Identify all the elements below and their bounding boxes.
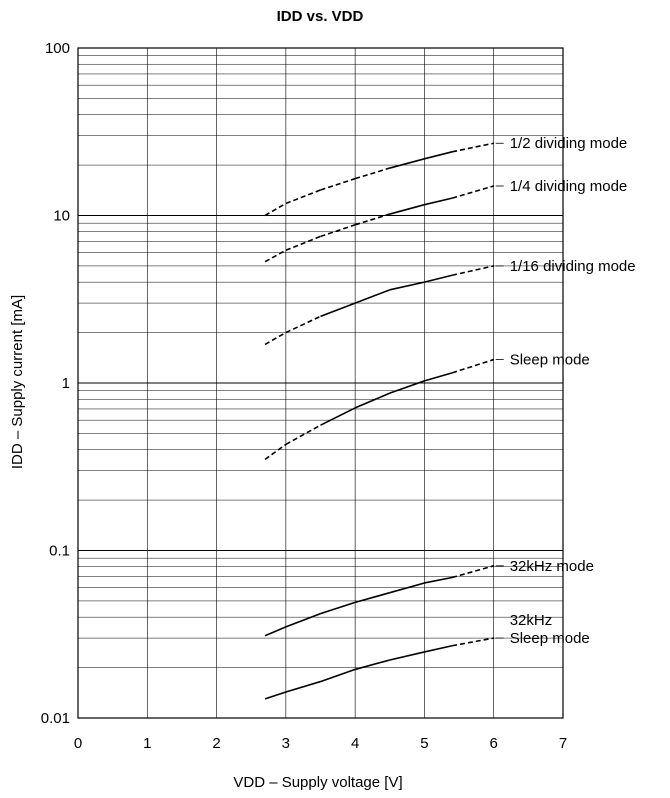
y-tick-label: 100 — [45, 40, 70, 57]
series-segment — [389, 158, 425, 169]
plot-frame — [77, 47, 564, 719]
series-segment — [424, 644, 453, 653]
series-segment — [320, 668, 356, 683]
series-segment — [285, 315, 321, 334]
series-segment — [389, 380, 425, 394]
series-label: 32kHz — [510, 612, 553, 629]
series-segment — [389, 203, 425, 215]
series-segment — [285, 424, 321, 446]
y-tick-label: 0.1 — [49, 543, 70, 560]
series-segment — [354, 213, 391, 226]
x-axis-ticks: 0 1 2 3 4 5 6 7 — [74, 735, 567, 752]
series-segment — [389, 281, 425, 291]
series-segment — [285, 680, 321, 693]
series-label: Sleep mode — [510, 352, 590, 369]
x-tick-label: 7 — [559, 735, 567, 752]
x-tick-label: 3 — [282, 735, 290, 752]
x-tick-label: 4 — [351, 735, 359, 752]
series-segment — [320, 601, 356, 615]
series-label: 1/16 dividing mode — [510, 258, 636, 275]
series-group — [264, 142, 494, 700]
series-segment — [354, 659, 390, 671]
series-segment — [320, 407, 356, 426]
y-axis-ticks: 0.01 0.1 1 10 100 — [41, 40, 70, 727]
series-segment — [424, 576, 453, 584]
series-label: Sleep mode — [510, 630, 590, 647]
series-segment — [264, 249, 287, 263]
series-segment — [264, 331, 287, 346]
series-label: 1/2 dividing mode — [510, 135, 628, 152]
series-segment — [354, 167, 391, 180]
series-segment — [354, 289, 391, 304]
series-segment — [264, 626, 287, 637]
series-segment — [320, 177, 356, 191]
series-segment — [424, 372, 453, 382]
series-segment — [389, 582, 425, 594]
grid — [78, 48, 563, 718]
series-segment — [285, 235, 321, 252]
series-segment — [451, 265, 494, 277]
x-tick-label: 2 — [212, 735, 220, 752]
series-segment — [424, 274, 453, 283]
x-axis-label: VDD – Supply voltage [V] — [233, 774, 402, 791]
series-label: 32kHz mode — [510, 558, 594, 575]
series-segment — [451, 142, 494, 153]
x-tick-label: 5 — [420, 735, 428, 752]
y-tick-label: 0.01 — [41, 710, 70, 727]
series-labels: 1/2 dividing mode 1/4 dividing mode 1/16 d… — [495, 135, 636, 647]
series-segment — [451, 637, 494, 647]
series-segment — [264, 691, 287, 700]
chart-title: IDD vs. VDD — [277, 8, 364, 25]
series-segment — [424, 151, 453, 160]
series-label: 1/4 dividing mode — [510, 178, 628, 195]
y-tick-label: 1 — [62, 375, 70, 392]
x-tick-label: 6 — [490, 735, 498, 752]
x-tick-label: 1 — [143, 735, 151, 752]
series-segment — [389, 651, 425, 661]
y-tick-label: 10 — [53, 208, 70, 225]
series-segment — [285, 189, 321, 205]
series-segment — [451, 358, 494, 374]
series-segment — [424, 197, 453, 206]
y-axis-label: IDD – Supply current [mA] — [9, 295, 26, 469]
series-segment — [354, 591, 391, 604]
series-segment — [264, 202, 287, 217]
series-segment — [320, 224, 356, 238]
series-segment — [354, 392, 391, 409]
x-tick-label: 0 — [74, 735, 82, 752]
series-segment — [451, 565, 494, 579]
series-segment — [264, 443, 287, 461]
series-segment — [320, 302, 356, 318]
series-segment — [451, 185, 494, 199]
series-segment — [285, 612, 321, 628]
